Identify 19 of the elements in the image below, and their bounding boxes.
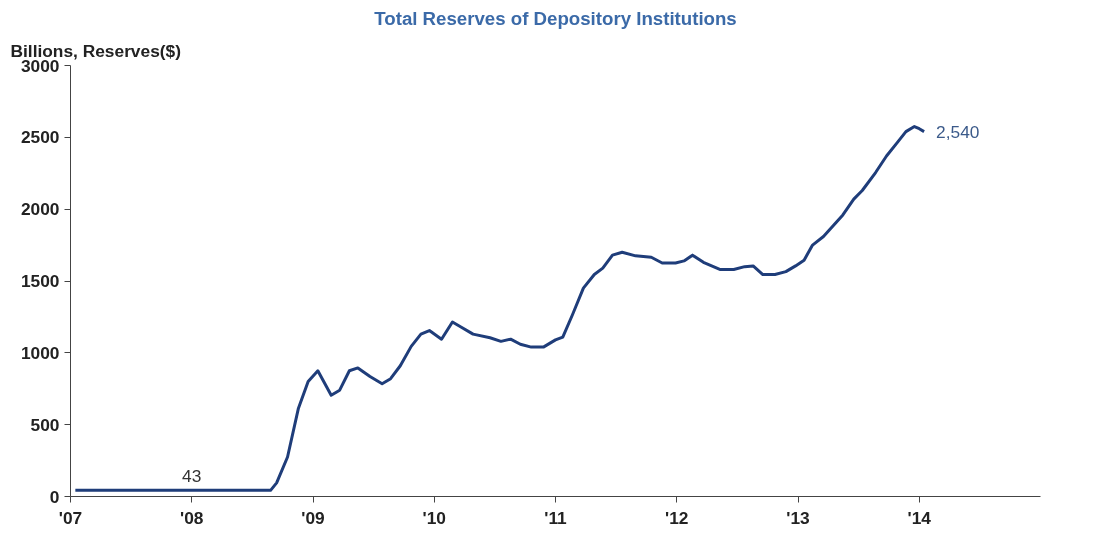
y-tick-label: 1500 — [20, 271, 60, 291]
x-tick-label: '12 — [665, 507, 689, 528]
y-tick-label: 0 — [49, 486, 60, 507]
x-tick-label: '11 — [544, 507, 568, 528]
x-tick-label: '07 — [58, 507, 83, 528]
y-tick-label: 2000 — [20, 199, 60, 220]
x-tick-label: '09 — [301, 507, 325, 528]
y-axis-title: Billions, Reserves($) — [10, 40, 181, 61]
chart-title: Total Reserves of Depository Institutions — [374, 7, 737, 29]
annotation: 2,540 — [936, 121, 980, 142]
annotation: 43 — [182, 466, 202, 487]
x-tick-label: '13 — [786, 507, 811, 528]
x-tick-label: '10 — [422, 507, 446, 528]
y-tick-label: 1000 — [20, 342, 60, 363]
y-tick-label: 500 — [30, 414, 60, 435]
x-tick-label: '14 — [907, 507, 932, 528]
line-series — [73, 125, 926, 492]
x-tick-label: '08 — [180, 507, 204, 528]
y-tick-label: 2500 — [20, 127, 60, 148]
